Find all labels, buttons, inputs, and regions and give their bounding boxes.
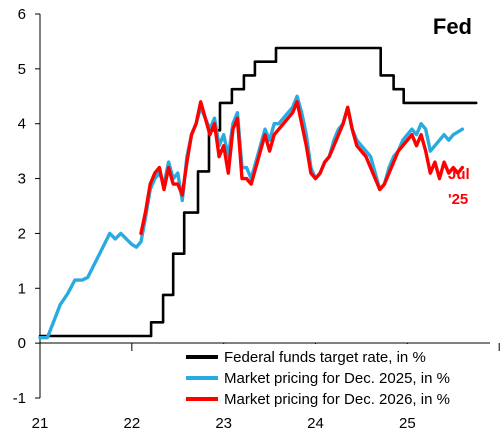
annotation-line2: '25 — [448, 191, 468, 208]
series-layer — [38, 46, 478, 340]
x-tick-label: 24 — [307, 415, 324, 432]
x-tick-label: 21 — [32, 415, 49, 432]
y-tick-label: -1 — [13, 390, 26, 407]
legend: Federal funds target rate, in % Market pr… — [186, 349, 450, 408]
x-tick-label: 22 — [123, 415, 140, 432]
y-tick-label: 5 — [18, 61, 26, 78]
legend-label-1: Federal funds target rate, in % — [224, 349, 426, 366]
series-line-3 — [139, 100, 465, 236]
series-line-2 — [38, 94, 465, 340]
y-tick-label: 3 — [18, 171, 26, 188]
x-axis-ticks: 21 22 23 24 25 — [32, 343, 500, 432]
annotation-line1: Jul — [448, 166, 470, 183]
chart-title: Fed — [433, 14, 472, 39]
series-line-1 — [38, 46, 478, 338]
y-tick-label: 1 — [18, 280, 26, 297]
legend-label-3: Market pricing for Dec. 2026, in % — [224, 391, 450, 408]
legend-background — [182, 344, 490, 410]
y-tick-label: 0 — [18, 335, 26, 352]
x-tick-label: 25 — [399, 415, 416, 432]
y-tick-label: 2 — [18, 225, 26, 242]
legend-label-2: Market pricing for Dec. 2025, in % — [224, 370, 450, 387]
y-tick-label: 6 — [18, 6, 26, 23]
y-tick-label: 4 — [18, 116, 26, 133]
y-axis-ticks: -1 0 1 2 3 4 5 6 — [13, 6, 40, 407]
x-tick-label: 23 — [215, 415, 232, 432]
